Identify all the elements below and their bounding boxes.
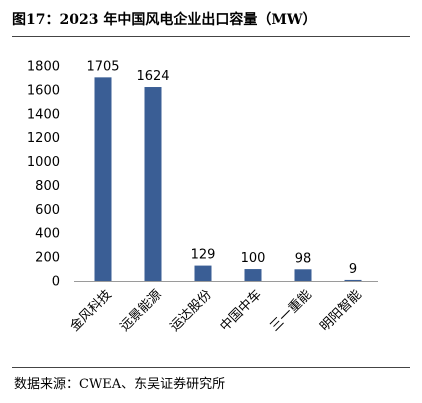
x-category-label: 运达股份 [167, 287, 214, 334]
data-label: 9 [349, 262, 357, 277]
data-label: 98 [295, 251, 312, 266]
top-rule [12, 36, 410, 37]
y-tick-label: 200 [35, 251, 60, 266]
y-tick-label: 400 [35, 227, 60, 242]
x-category-label: 三一重能 [267, 287, 315, 335]
y-axis: 0 200 400 600 800 1000 1200 1400 1600 1800 [27, 60, 60, 290]
bar [94, 77, 112, 281]
y-tick-label: 0 [52, 275, 60, 290]
y-tick-label: 1400 [27, 107, 60, 122]
data-labels: 1705 1624 129 100 98 9 [86, 59, 357, 277]
figure-title: 图17：2023 年中国风电企业出口容量（MW） [12, 12, 317, 28]
data-label: 1705 [86, 59, 119, 74]
x-category-label: 远景能源 [117, 287, 164, 334]
y-tick-label: 1600 [27, 83, 60, 98]
data-label: 129 [191, 248, 216, 263]
bar [294, 269, 312, 281]
x-category-label: 中国中车 [217, 287, 265, 335]
data-label: 1624 [136, 69, 169, 84]
y-tick-label: 600 [35, 203, 60, 218]
y-tick-label: 1800 [27, 60, 60, 75]
bar-chart: 0 200 400 600 800 1000 1200 1400 1600 1800 1705 16… [27, 59, 378, 335]
bar [194, 265, 212, 281]
x-axis: 金风科技 远景能源 运达股份 中国中车 三一重能 明阳智能 [67, 281, 378, 335]
bottom-rule [12, 367, 410, 368]
x-category-label: 明阳智能 [317, 287, 364, 334]
bars [94, 77, 362, 282]
y-tick-label: 800 [35, 179, 60, 194]
data-label: 100 [241, 251, 266, 266]
bar [144, 87, 162, 282]
source-note: 数据来源：CWEA、东吴证券研究所 [14, 377, 226, 392]
bar [244, 269, 262, 281]
y-tick-label: 1000 [27, 155, 60, 170]
y-tick-label: 1200 [27, 131, 60, 146]
bar [344, 279, 362, 281]
x-category-label: 金风科技 [67, 287, 115, 335]
